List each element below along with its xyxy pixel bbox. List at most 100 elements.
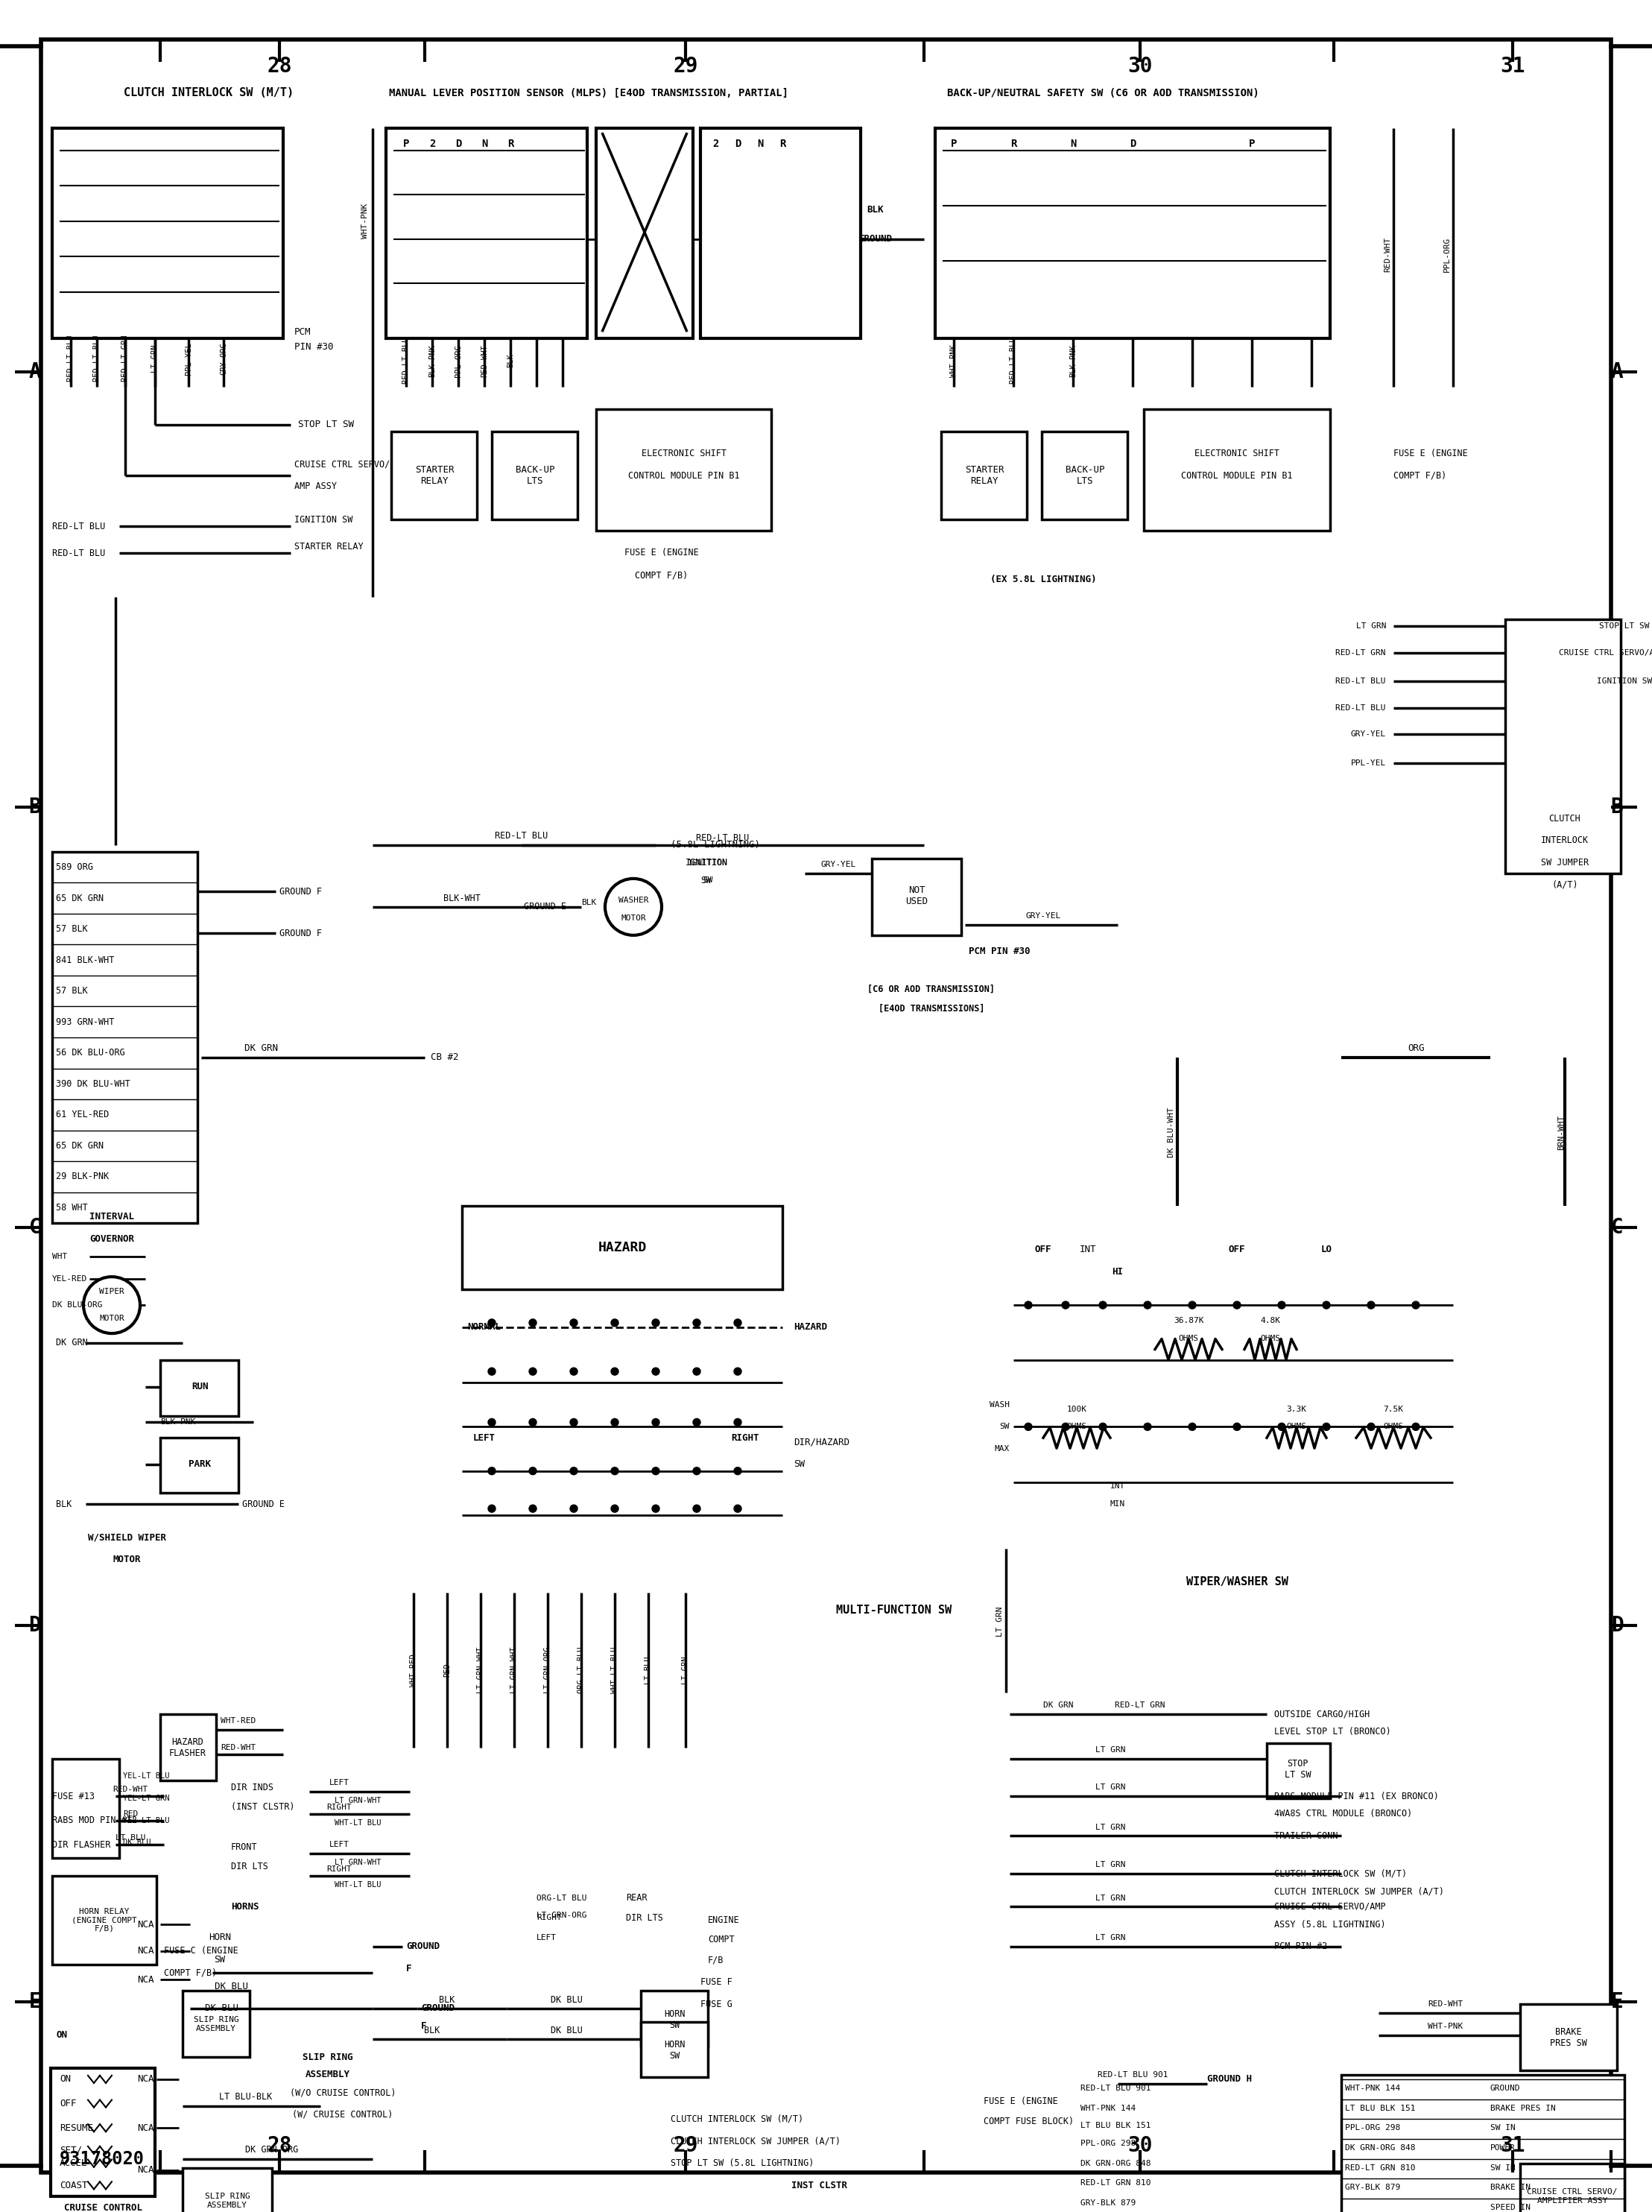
Circle shape: [692, 1367, 700, 1376]
Text: STOP LT SW: STOP LT SW: [1599, 622, 1650, 630]
Text: HORN
SW: HORN SW: [664, 2008, 686, 2031]
Text: NCA: NCA: [137, 2166, 154, 2174]
Text: GROUND: GROUND: [421, 2004, 454, 2013]
Circle shape: [570, 1418, 578, 1427]
Text: LT BLU: LT BLU: [116, 1834, 145, 1843]
Text: DK GRN: DK GRN: [244, 1044, 278, 1053]
Text: DK BLU: DK BLU: [215, 1982, 248, 1991]
Text: R: R: [780, 139, 786, 148]
Text: RED-LT GRN: RED-LT GRN: [1336, 648, 1386, 657]
Text: DIR/HAZARD: DIR/HAZARD: [793, 1438, 849, 1447]
Text: YEL-LT BLU: YEL-LT BLU: [122, 1816, 170, 1825]
Text: DK GRN: DK GRN: [1042, 1701, 1074, 1710]
Text: ELECTRONIC SHIFT: ELECTRONIC SHIFT: [641, 449, 727, 458]
Text: WIPER: WIPER: [99, 1287, 124, 1296]
Text: ASSY (5.8L LIGHTNING): ASSY (5.8L LIGHTNING): [1274, 1920, 1386, 1929]
Text: N: N: [481, 139, 487, 148]
Text: DIR FLASHER: DIR FLASHER: [53, 1840, 111, 1849]
Bar: [51, 2068, 155, 2197]
Text: RED: RED: [443, 1663, 451, 1677]
Bar: [53, 852, 198, 1223]
Circle shape: [733, 1418, 742, 1427]
Text: NCA: NCA: [137, 2124, 154, 2132]
Text: MANUAL LEVER POSITION SENSOR (MLPS) [E4OD TRANSMISSION, PARTIAL]: MANUAL LEVER POSITION SENSOR (MLPS) [E4O…: [388, 88, 788, 97]
Text: 841 BLK-WHT: 841 BLK-WHT: [56, 956, 114, 964]
Circle shape: [1143, 1422, 1151, 1431]
Text: CLUTCH INTERLOCK SW JUMPER (A/T): CLUTCH INTERLOCK SW JUMPER (A/T): [1274, 1887, 1444, 1896]
Text: RED-LT BLU: RED-LT BLU: [93, 334, 101, 383]
Text: 57 BLK: 57 BLK: [56, 987, 88, 995]
Text: FUSE G: FUSE G: [700, 2000, 732, 2008]
Text: FUSE C (ENGINE: FUSE C (ENGINE: [164, 1947, 238, 1955]
Circle shape: [1412, 1422, 1419, 1431]
Text: LT GRN-ORG: LT GRN-ORG: [537, 1911, 586, 1920]
Text: GROUND: GROUND: [859, 234, 892, 243]
Circle shape: [1143, 1301, 1151, 1310]
Bar: [1520, 2004, 1617, 2070]
Text: CONTROL MODULE PIN B1: CONTROL MODULE PIN B1: [1181, 471, 1294, 480]
Text: BACK-UP/NEUTRAL SAFETY SW (C6 OR AOD TRANSMISSION): BACK-UP/NEUTRAL SAFETY SW (C6 OR AOD TRA…: [947, 88, 1259, 97]
Text: R: R: [507, 139, 514, 148]
Text: DK BLU: DK BLU: [550, 2026, 582, 2035]
Text: ACCEL: ACCEL: [59, 2159, 88, 2168]
Text: SW: SW: [700, 876, 710, 885]
Text: 390 DK BLU-WHT: 390 DK BLU-WHT: [56, 1079, 131, 1088]
Text: RED-WHT: RED-WHT: [1384, 237, 1391, 272]
Text: INT: INT: [1079, 1245, 1097, 1254]
Text: DK BLU: DK BLU: [122, 1838, 150, 1847]
Text: RED-LT BLU: RED-LT BLU: [68, 334, 74, 383]
Text: 7.5K: 7.5K: [1383, 1405, 1404, 1413]
Text: LT BLU: LT BLU: [644, 1657, 653, 1683]
Text: PCM: PCM: [294, 327, 311, 336]
Text: SW: SW: [215, 1955, 225, 1964]
Text: GROUND E: GROUND E: [243, 1500, 284, 1509]
Text: LT GRN-WHT: LT GRN-WHT: [334, 1858, 382, 1867]
Circle shape: [653, 1367, 659, 1376]
Text: BRN-WHT: BRN-WHT: [1558, 1115, 1564, 1150]
Text: RUN: RUN: [192, 1382, 208, 1391]
Text: LT GRN: LT GRN: [1095, 1823, 1125, 1832]
Text: BLK-WHT: BLK-WHT: [443, 894, 481, 902]
Text: RED-WHT: RED-WHT: [481, 345, 487, 376]
Circle shape: [487, 1367, 496, 1376]
Text: STOP LT SW (5.8L LIGHTNING): STOP LT SW (5.8L LIGHTNING): [671, 2159, 814, 2168]
Text: HAZARD
FLASHER: HAZARD FLASHER: [169, 1736, 206, 1759]
Text: PPL-ORG: PPL-ORG: [1444, 237, 1450, 272]
Text: YEL-LT BLU: YEL-LT BLU: [122, 1772, 170, 1781]
Text: RED-LT GRN 810: RED-LT GRN 810: [1345, 2163, 1416, 2172]
Text: COMPT FUSE BLOCK): COMPT FUSE BLOCK): [983, 2117, 1074, 2126]
Text: SW IN: SW IN: [1490, 2124, 1515, 2132]
Text: SW JUMPER: SW JUMPER: [1541, 858, 1589, 867]
Bar: [641, 2022, 709, 2077]
Circle shape: [1062, 1301, 1069, 1310]
Circle shape: [487, 1504, 496, 1513]
Text: DK GRN: DK GRN: [56, 1338, 88, 1347]
Circle shape: [1279, 1301, 1285, 1310]
Text: COMPT F/B): COMPT F/B): [1393, 471, 1447, 480]
Text: FUSE E (ENGINE: FUSE E (ENGINE: [1393, 449, 1467, 458]
Circle shape: [692, 1418, 700, 1427]
Text: 2: 2: [712, 139, 719, 148]
Text: DK BLU: DK BLU: [205, 2004, 238, 2013]
Text: WASH: WASH: [990, 1400, 1009, 1409]
Bar: [596, 128, 692, 338]
Text: BACK-UP
LTS: BACK-UP LTS: [1066, 465, 1105, 487]
Circle shape: [611, 1418, 618, 1427]
Text: LEFT: LEFT: [329, 1840, 349, 1849]
Text: N: N: [1070, 139, 1075, 148]
Text: B: B: [1611, 796, 1624, 818]
Text: FUSE E (ENGINE: FUSE E (ENGINE: [624, 549, 699, 557]
Text: WHT-PNK: WHT-PNK: [950, 345, 958, 376]
Text: ON: ON: [56, 2031, 68, 2039]
Text: MIN: MIN: [1110, 1500, 1125, 1509]
Text: CRUISE CTRL SERVO/AMP ASSY: CRUISE CTRL SERVO/AMP ASSY: [1559, 648, 1652, 657]
Text: 28: 28: [268, 55, 292, 77]
Text: P: P: [1249, 139, 1256, 148]
Text: 28: 28: [268, 2135, 292, 2157]
Text: LT GRN-WHT: LT GRN-WHT: [510, 1646, 517, 1694]
Text: 58 WHT: 58 WHT: [56, 1203, 88, 1212]
Text: C: C: [28, 1217, 41, 1239]
Bar: [1267, 1743, 1330, 1798]
Bar: [872, 858, 961, 936]
Text: TRAILER CONN: TRAILER CONN: [1274, 1832, 1338, 1840]
